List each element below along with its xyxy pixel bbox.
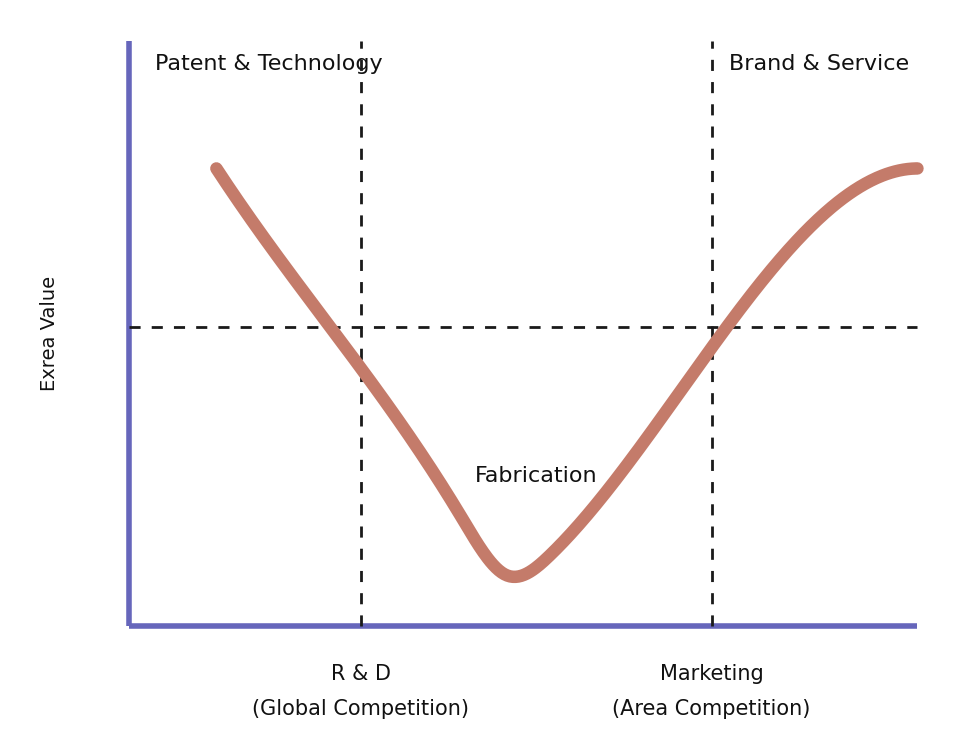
Text: Marketing: Marketing bbox=[660, 663, 764, 684]
Text: (Global Competition): (Global Competition) bbox=[252, 698, 470, 719]
Text: (Area Competition): (Area Competition) bbox=[612, 698, 811, 719]
Text: Brand & Service: Brand & Service bbox=[729, 55, 909, 74]
Text: R & D: R & D bbox=[331, 663, 391, 684]
Text: Exrea Value: Exrea Value bbox=[39, 276, 59, 391]
Text: Fabrication: Fabrication bbox=[475, 466, 598, 486]
Text: Patent & Technology: Patent & Technology bbox=[155, 55, 382, 74]
